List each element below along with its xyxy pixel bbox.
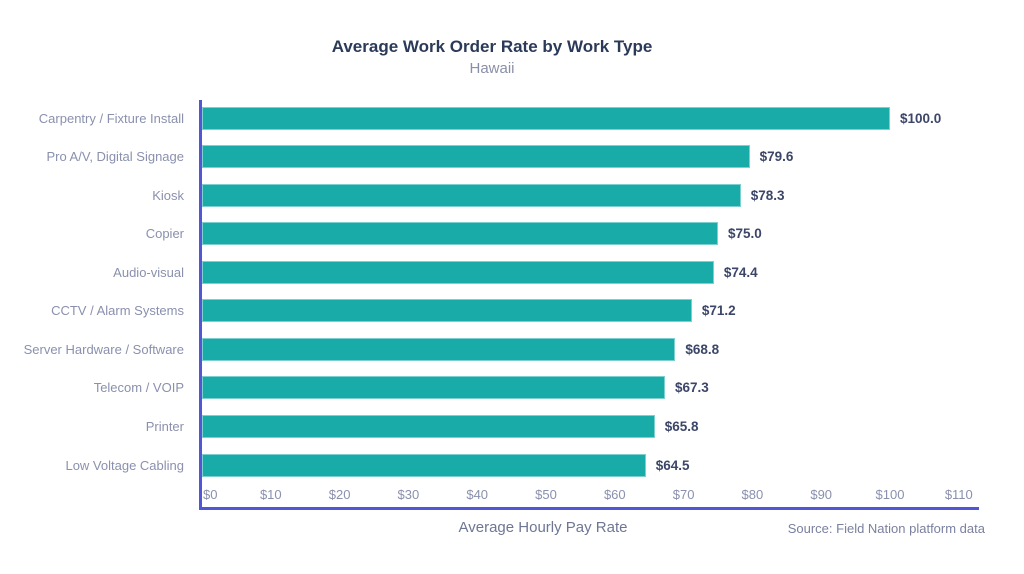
- bar-row: Server Hardware / Software $68.8: [0, 337, 1024, 361]
- bar: [202, 453, 646, 477]
- bar-row: Printer $65.8: [0, 414, 1024, 438]
- x-tick-label: $110: [944, 487, 973, 502]
- category-label: Audio-visual: [113, 264, 184, 280]
- bar: [202, 260, 714, 284]
- value-label: $75.0: [728, 226, 762, 242]
- bar: [202, 337, 676, 361]
- category-label: Kiosk: [152, 187, 184, 203]
- bar: [202, 222, 718, 246]
- category-label: Telecom / VOIP: [93, 380, 184, 396]
- bar-row: Audio-visual $74.4: [0, 260, 1024, 284]
- chart-subtitle: Hawaii: [469, 60, 515, 77]
- bar: [202, 299, 692, 323]
- value-label: $71.2: [701, 303, 736, 319]
- value-label: $74.4: [723, 264, 758, 280]
- value-label: $100.0: [900, 110, 942, 126]
- value-label: $78.3: [750, 187, 785, 203]
- x-tick-label: $0: [203, 487, 218, 502]
- category-label: CCTV / Alarm Systems: [51, 303, 184, 319]
- category-label: Copier: [145, 226, 184, 242]
- x-axis-title: Average Hourly Pay Rate: [458, 519, 628, 536]
- category-label: Server Hardware / Software: [23, 341, 184, 357]
- x-tick-label: $20: [328, 487, 351, 502]
- value-label: $64.5: [655, 457, 690, 473]
- value-label: $68.8: [685, 341, 720, 357]
- value-label: $79.6: [759, 149, 794, 165]
- x-tick-label: $90: [810, 487, 833, 502]
- category-label: Low Voltage Cabling: [65, 457, 184, 473]
- bar-row: Low Voltage Cabling $64.5: [0, 453, 1024, 477]
- bar-row: Pro A/V, Digital Signage $79.6: [0, 145, 1024, 169]
- x-tick-label: $50: [535, 487, 557, 502]
- bar: [202, 183, 741, 207]
- category-label: Carpentry / Fixture Install: [38, 110, 184, 126]
- bar: [202, 145, 750, 169]
- category-label: Printer: [145, 418, 184, 434]
- x-axis-line: [199, 507, 979, 510]
- y-axis-line: [199, 100, 202, 510]
- x-tick-label: $10: [259, 487, 282, 502]
- bar-row: Carpentry / Fixture Install $100.0: [0, 106, 1024, 130]
- bar: [202, 106, 890, 130]
- chart-title: Average Work Order Rate by Work Type: [331, 37, 653, 56]
- x-tick-label: $40: [466, 487, 489, 502]
- bar: [202, 376, 666, 400]
- x-tick-label: $30: [397, 487, 420, 502]
- bar-row: Kiosk $78.3: [0, 183, 1024, 207]
- x-tick-label: $60: [603, 487, 626, 502]
- x-tick-label: $80: [741, 487, 764, 502]
- value-label: $65.8: [664, 418, 699, 434]
- x-tick-label: $100: [875, 487, 905, 502]
- bar-row: CCTV / Alarm Systems $71.2: [0, 299, 1024, 323]
- x-tick-label: $70: [672, 487, 695, 502]
- source-note: Source: Field Nation platform data: [787, 521, 985, 536]
- bar-row: Telecom / VOIP $67.3: [0, 376, 1024, 400]
- category-label: Pro A/V, Digital Signage: [46, 149, 184, 165]
- bar-row: Copier $75.0: [0, 222, 1024, 246]
- bar: [202, 414, 655, 438]
- value-label: $67.3: [675, 380, 709, 396]
